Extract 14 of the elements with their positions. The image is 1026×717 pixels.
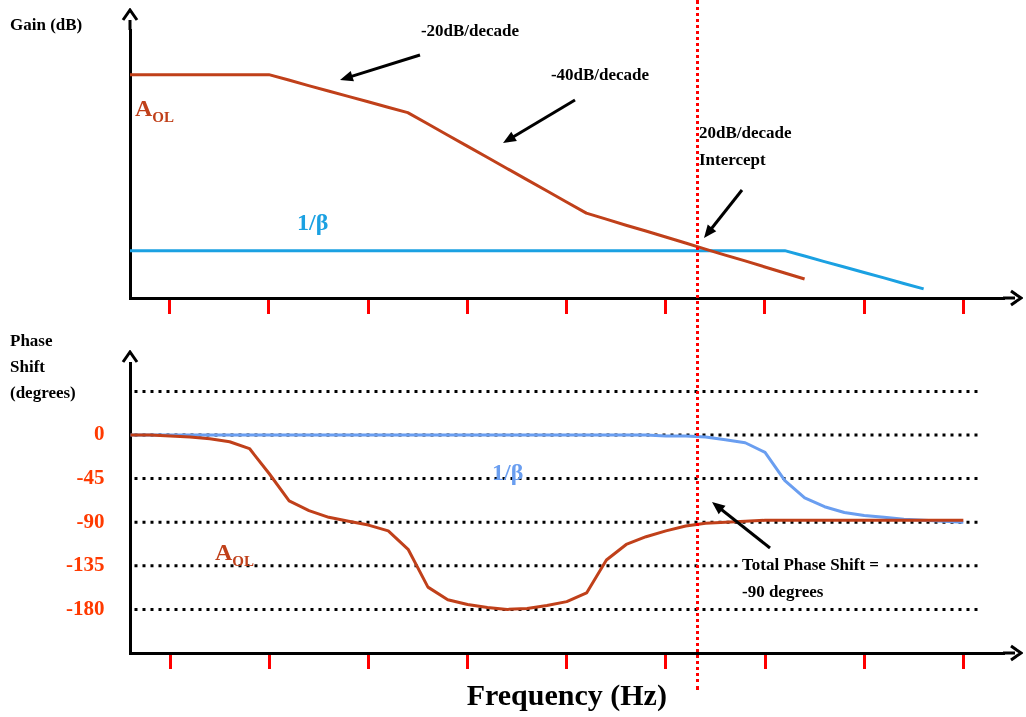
y-tick-label: -135 [65, 552, 105, 577]
text: -20dB/decade [420, 21, 520, 40]
annotation: Total Phase Shift = -90 degrees [742, 555, 880, 601]
x-axis-title: Frequency (Hz) [466, 677, 667, 712]
y-tick-label: 0 [93, 421, 105, 446]
y-tick-label: -180 [65, 595, 105, 620]
y-axis-title: Gain (dB) [10, 15, 83, 34]
y-tick-label: -90 [76, 508, 105, 533]
series-label: 1/β [297, 209, 329, 235]
y-tick-label: -45 [76, 465, 105, 490]
series-label: 1/β [492, 459, 524, 485]
annotation: -40dB/decade [550, 65, 650, 84]
annotation: 20dB/decade Intercept [699, 123, 793, 169]
y-axis-title: Phase Shift (degrees) [10, 331, 76, 402]
